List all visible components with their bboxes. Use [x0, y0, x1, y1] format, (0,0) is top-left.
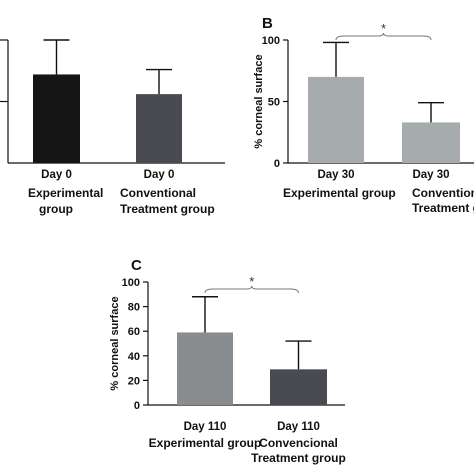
chart1-group-label: Treatment group [120, 202, 215, 216]
chart1-bar [136, 94, 182, 163]
chart3-bar [177, 332, 233, 405]
chart3-y-tick-label: 80 [128, 302, 140, 314]
chart2-y-axis-title: % corneal surface [253, 54, 265, 148]
chart2-bar [402, 122, 460, 163]
chart2-x-tick-label: Day 30 [412, 169, 449, 181]
chart1-group-label: Conventional [120, 186, 196, 200]
chart3-y-tick-label: 20 [128, 375, 140, 387]
chart3-group-label: Experimental group [149, 436, 262, 450]
chart1-x-tick-label: Day 0 [144, 169, 175, 181]
chart3-group-label: Convencional [259, 436, 338, 450]
chart2-group-label: Treatment group [412, 201, 474, 215]
chart1-group-label: Experimental [28, 186, 103, 200]
chart2-group-label: Experimental group [283, 186, 396, 200]
chart2-y-tick-label: 0 [274, 158, 280, 170]
chart2-y-tick-label: 100 [262, 35, 280, 47]
chart3-panel-label: C [131, 257, 142, 274]
chart3-x-tick-label: Day 110 [184, 421, 227, 433]
chart1-bar [33, 74, 80, 163]
chart3-significance-marker: * [249, 274, 254, 289]
chart1-x-tick-label: Day 0 [41, 169, 72, 181]
chart3-y-tick-label: 40 [128, 351, 140, 363]
chart3-significance-bracket [204, 285, 299, 294]
chart2-y-tick-label: 50 [268, 97, 280, 109]
chart3-group-label: Treatment group [251, 451, 346, 465]
chart3-y-tick-label: 0 [134, 400, 140, 412]
chart2-bar [308, 76, 364, 163]
chart2-significance-bracket [335, 32, 432, 41]
chart3-bar [270, 369, 327, 405]
chart3-y-tick-label: 100 [122, 277, 140, 289]
chart2-group-label: Conventional [412, 186, 474, 200]
chart2-panel-label: B [262, 15, 273, 32]
chart3-y-tick-label: 60 [128, 326, 140, 338]
chart3-y-axis-title: % corneal surface [109, 296, 121, 390]
chart3-x-tick-label: Day 110 [277, 421, 320, 433]
chart1-group-label: group [39, 202, 73, 216]
chart2-significance-marker: * [381, 21, 386, 36]
chart2-x-tick-label: Day 30 [317, 169, 354, 181]
